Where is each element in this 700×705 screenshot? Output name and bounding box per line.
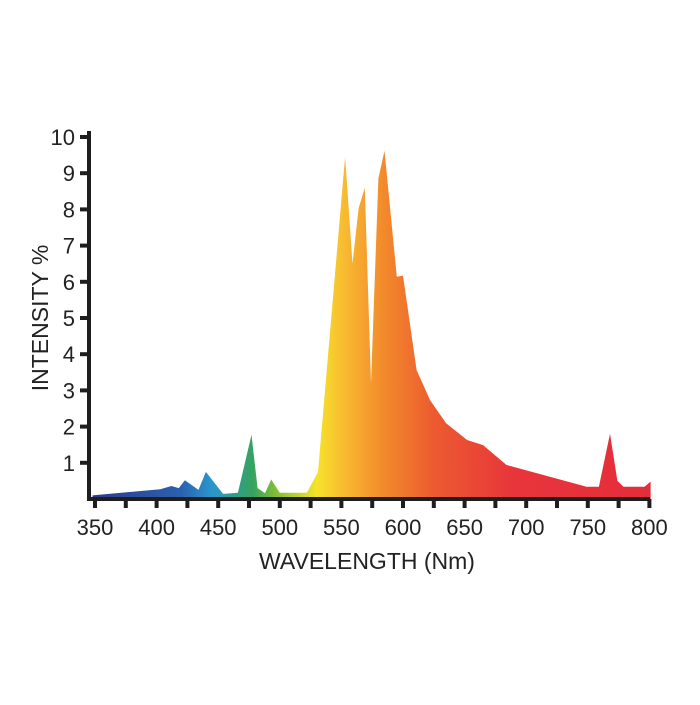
y-tick-label: 10 bbox=[51, 125, 75, 150]
x-tick-label: 350 bbox=[77, 515, 114, 540]
x-tick-label: 400 bbox=[138, 515, 175, 540]
y-tick-label: 5 bbox=[63, 306, 75, 331]
x-tick-label: 650 bbox=[446, 515, 483, 540]
y-tick-label: 8 bbox=[63, 197, 75, 222]
y-tick-label: 7 bbox=[63, 234, 75, 259]
y-tick-label: 9 bbox=[63, 161, 75, 186]
x-axis-label: WAVELENGTH (Nm) bbox=[259, 548, 475, 574]
x-tick-label: 700 bbox=[508, 515, 545, 540]
x-tick-label: 600 bbox=[385, 515, 422, 540]
tick-labels: 350 400 450 500 550 600 650 700 750 800 1 2 3 4 5 6 7 8 9 1… bbox=[51, 125, 668, 540]
x-tick-label: 500 bbox=[261, 515, 298, 540]
y-axis-label: INTENSITY % bbox=[27, 245, 53, 392]
y-tick-label: 1 bbox=[63, 451, 75, 476]
x-tick-label: 450 bbox=[200, 515, 237, 540]
area-layer bbox=[92, 150, 651, 500]
y-tick-label: 4 bbox=[63, 342, 75, 367]
y-tick-label: 6 bbox=[63, 270, 75, 295]
y-tick-label: 3 bbox=[63, 378, 75, 403]
y-tick-label: 2 bbox=[63, 415, 75, 440]
x-tick-label: 800 bbox=[631, 515, 668, 540]
axes bbox=[80, 131, 652, 508]
x-tick-label: 550 bbox=[323, 515, 360, 540]
spectrum-area bbox=[92, 150, 651, 500]
x-tick-label: 750 bbox=[569, 515, 606, 540]
